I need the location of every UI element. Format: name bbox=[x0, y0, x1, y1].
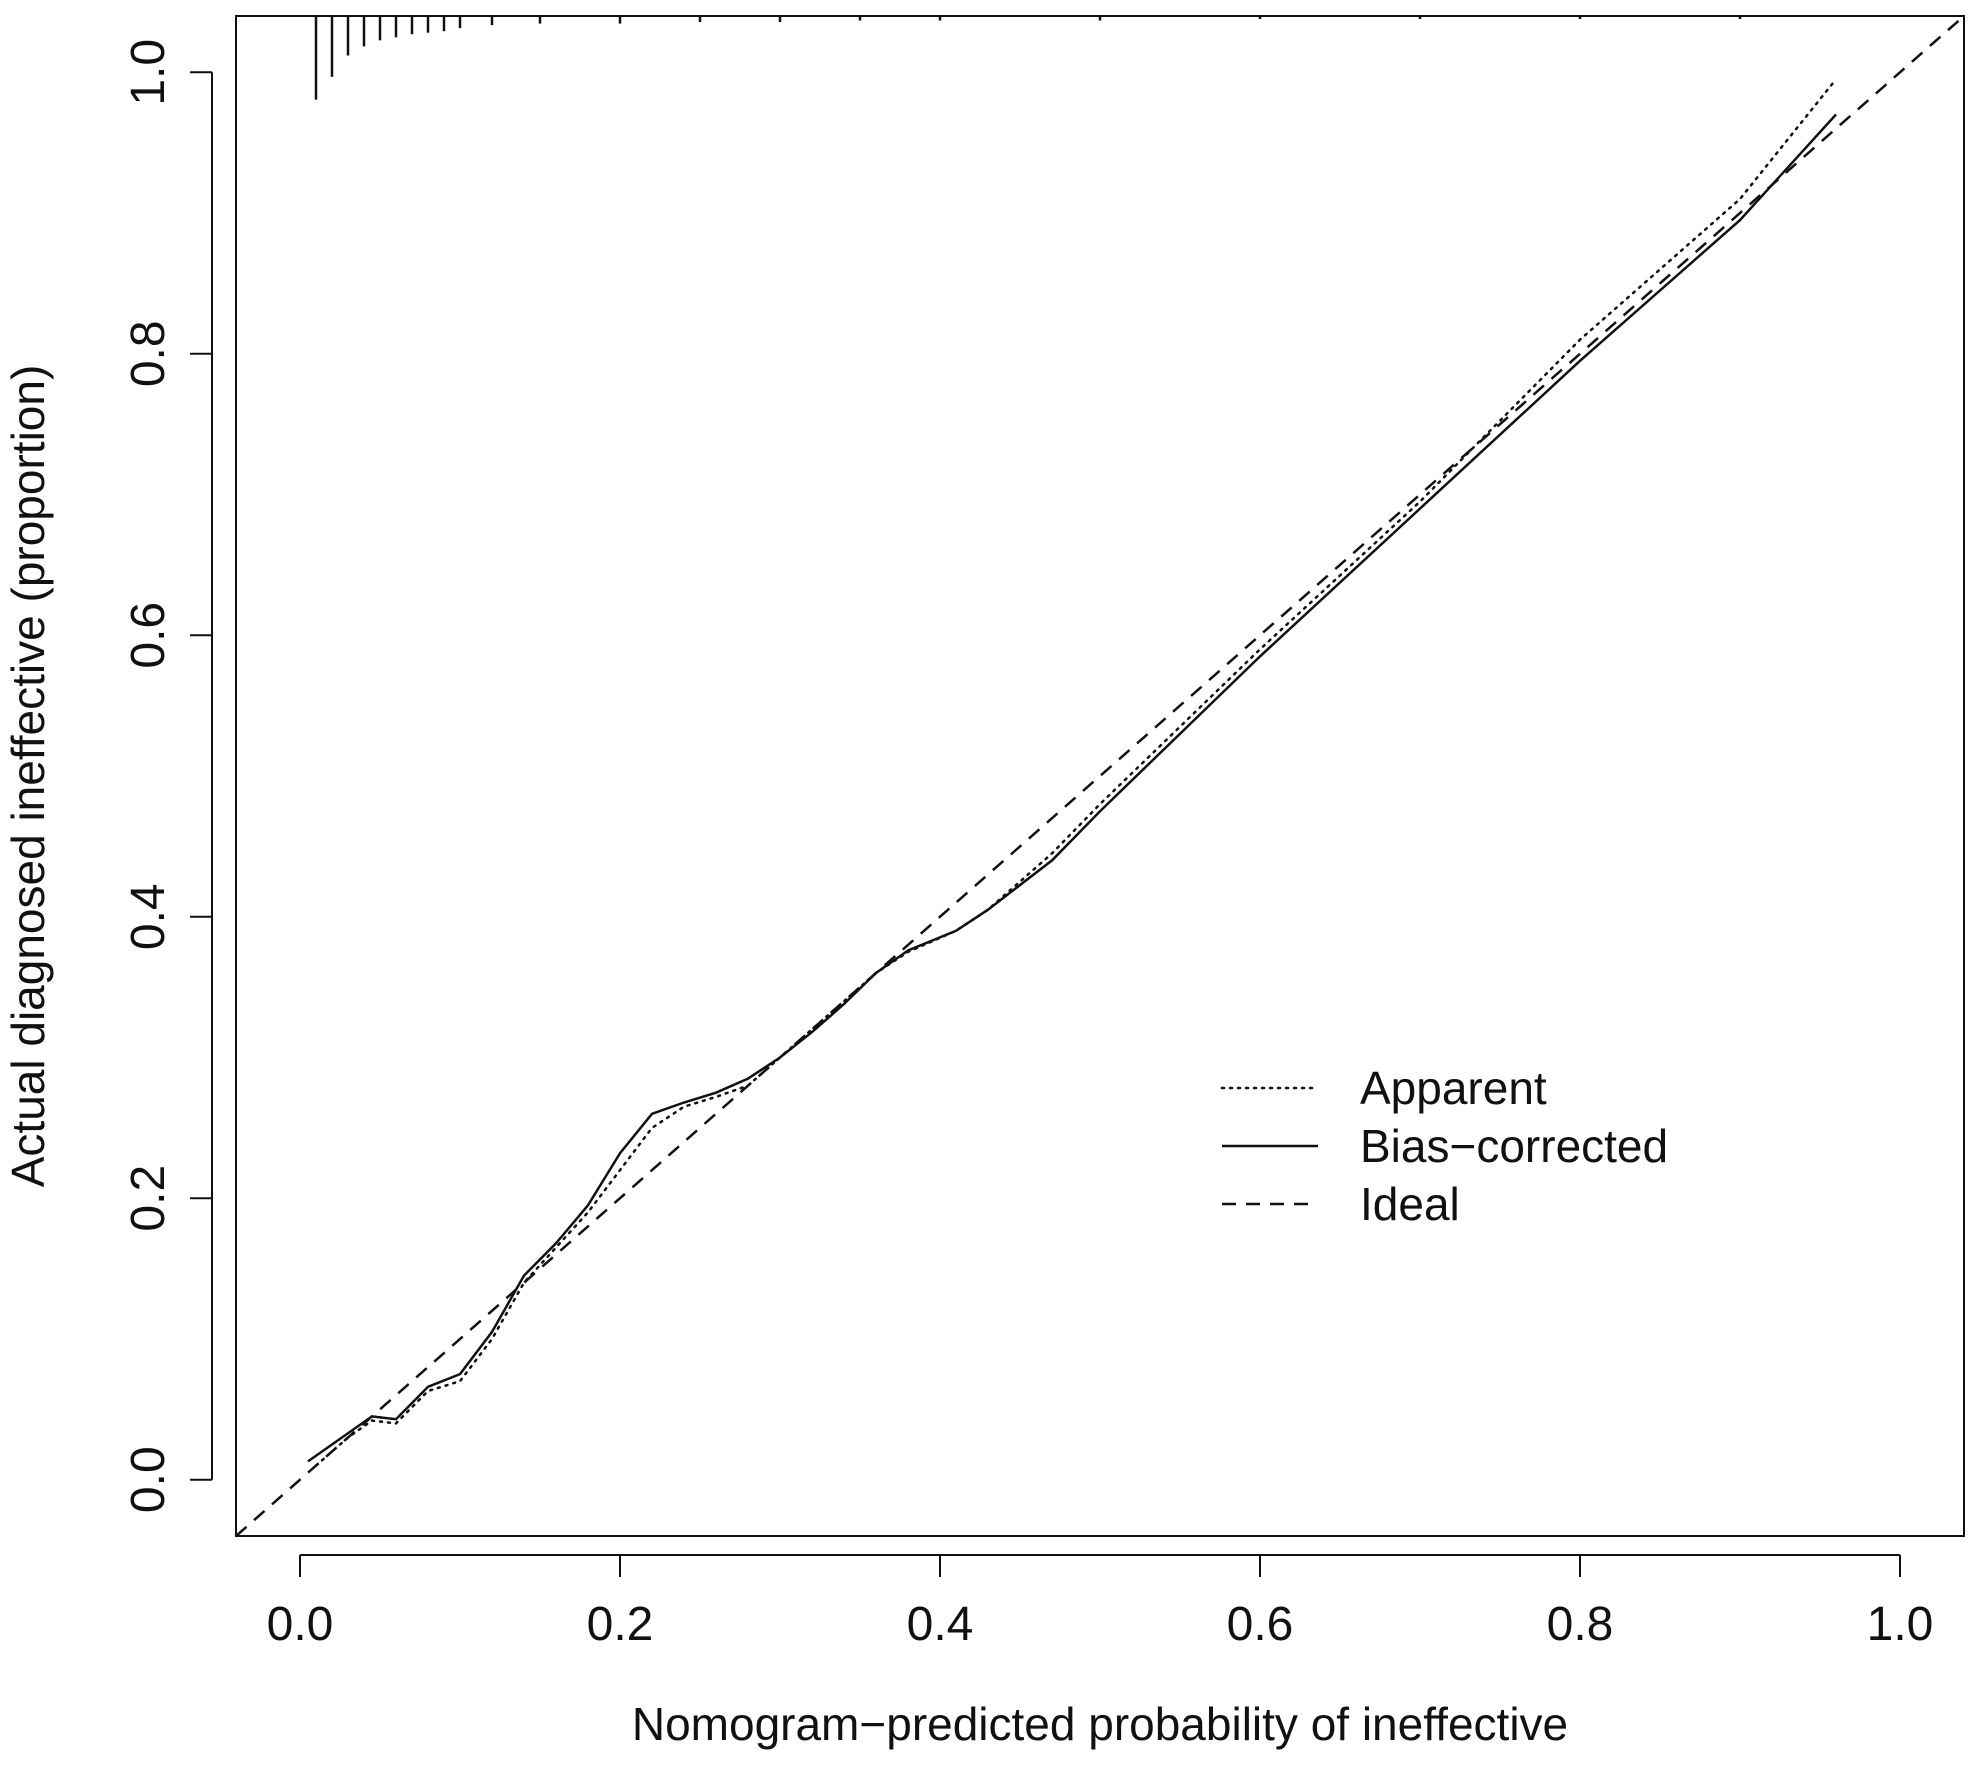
series-line-dotted bbox=[314, 78, 1838, 1467]
legend-label: Ideal bbox=[1360, 1178, 1460, 1230]
x-tick-label: 0.4 bbox=[907, 1598, 974, 1651]
y-tick-label: 0.2 bbox=[122, 1165, 175, 1232]
rug-marks bbox=[314, 16, 1742, 100]
x-tick-label: 0.6 bbox=[1227, 1598, 1294, 1651]
legend-label: Apparent bbox=[1360, 1062, 1547, 1114]
legend-label: Bias−corrected bbox=[1360, 1120, 1668, 1172]
y-tick-label: 1.0 bbox=[122, 39, 175, 106]
x-axis: 0.0 0.2 0.4 0.6 0.8 1.0 bbox=[267, 1554, 1934, 1651]
y-tick-label: 0.4 bbox=[122, 883, 175, 950]
x-tick-label: 0.8 bbox=[1547, 1598, 1614, 1651]
series-lines bbox=[235, 15, 1965, 1537]
y-tick-label: 0.6 bbox=[122, 602, 175, 669]
y-axis-title: Actual diagnosed ineffective (proportion… bbox=[2, 365, 54, 1188]
x-tick-label: 0.2 bbox=[587, 1598, 654, 1651]
x-tick-label: 1.0 bbox=[1867, 1598, 1934, 1651]
series-line-dashed bbox=[235, 15, 1965, 1537]
series-line-solid bbox=[307, 113, 1837, 1463]
y-axis: 0.0 0.2 0.4 0.6 0.8 1.0 bbox=[122, 39, 213, 1513]
x-tick-label: 0.0 bbox=[267, 1598, 334, 1651]
legend: Apparent Bias−corrected Ideal bbox=[1220, 1062, 1668, 1230]
x-axis-title: Nomogram−predicted probability of ineffe… bbox=[632, 1698, 1568, 1750]
y-tick-label: 0.0 bbox=[122, 1446, 175, 1513]
y-tick-label: 0.8 bbox=[122, 320, 175, 387]
